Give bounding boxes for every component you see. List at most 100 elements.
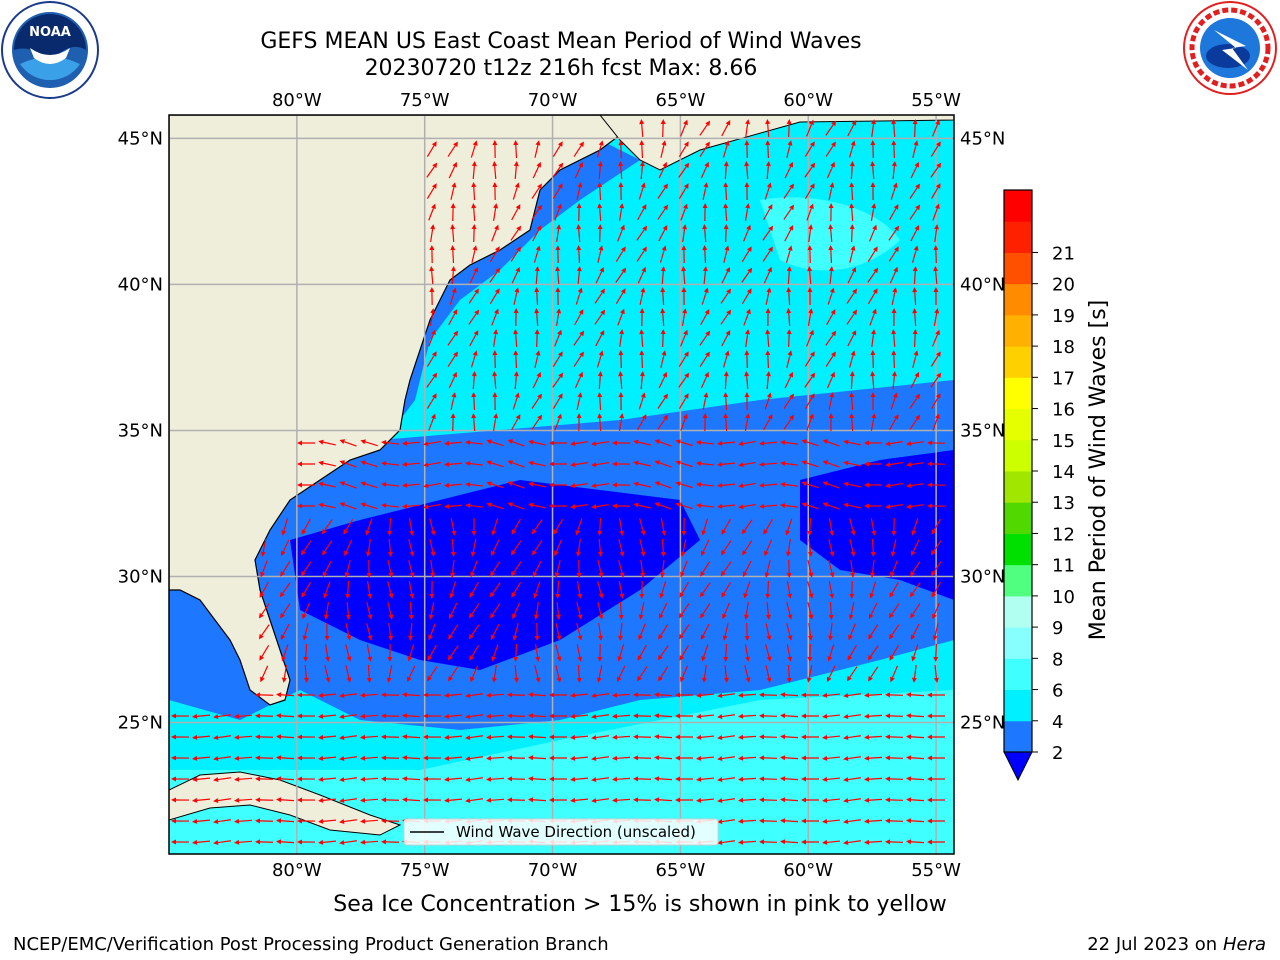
wind-arrow-head [810, 372, 816, 379]
wind-arrow-head [255, 797, 261, 803]
wind-arrow-head [746, 288, 752, 294]
wind-arrow-shaft [468, 313, 477, 325]
wind-arrow-head [555, 266, 561, 272]
wind-arrow-head [402, 797, 408, 803]
wind-arrow-head [638, 614, 644, 620]
wind-arrow-shaft [449, 292, 455, 305]
wind-arrow-shaft [535, 270, 538, 285]
wind-arrow-shaft [826, 166, 834, 179]
wind-arrow-shaft [262, 560, 268, 573]
wind-arrow-head [717, 777, 723, 783]
wind-arrow-shaft [910, 841, 925, 844]
wind-arrow-shaft [869, 229, 876, 242]
wind-arrow-head [912, 287, 918, 293]
wind-arrow-head [641, 266, 646, 273]
wind-arrow-head [381, 440, 387, 446]
wind-arrow-head [927, 797, 933, 803]
wind-arrow-head [339, 693, 345, 699]
wind-arrow-head [745, 677, 751, 683]
wind-arrow-shaft [510, 250, 519, 262]
wind-arrow-shaft [574, 714, 589, 717]
wind-arrow-shaft [723, 602, 731, 615]
wind-arrow-head [788, 225, 794, 231]
wind-arrow-head [452, 161, 457, 168]
wind-arrow-shaft [851, 228, 853, 243]
legend-label: Wind Wave Direction (unscaled) [456, 823, 696, 841]
wind-arrow-shaft [700, 462, 715, 466]
wind-arrow-shaft [556, 601, 560, 616]
wind-arrow-head [297, 818, 303, 824]
wind-arrow-shaft [493, 333, 497, 347]
wind-arrow-head [829, 593, 835, 599]
wind-arrow-head [339, 481, 346, 487]
wind-arrow-head [885, 441, 891, 447]
wind-arrow-head [681, 245, 687, 251]
wind-arrow-shaft [867, 292, 876, 305]
wind-arrow-shaft [889, 504, 903, 508]
wind-arrow-head [549, 482, 555, 488]
wind-arrow-shaft [512, 504, 525, 510]
wind-arrow-shaft [554, 334, 561, 347]
wind-arrow-shaft [911, 249, 917, 263]
wind-arrow-shaft [851, 417, 854, 432]
wind-arrow-shaft [343, 714, 357, 718]
wind-arrow-shaft [891, 291, 896, 305]
wind-arrow-head [827, 656, 833, 662]
wind-arrow-head [912, 308, 918, 314]
wind-arrow-shaft [469, 504, 484, 508]
wind-arrow-head [255, 839, 261, 845]
wind-arrow-shaft [469, 483, 484, 487]
wind-arrow-head [765, 161, 771, 167]
wind-arrow-head [431, 413, 436, 420]
wind-arrow-shaft [450, 666, 459, 678]
wind-arrow-shaft [661, 538, 664, 553]
wind-arrow-head [402, 503, 408, 509]
colorbar-tick-label: 11 [1052, 556, 1075, 577]
wind-arrow-shaft [599, 417, 602, 432]
wind-arrow-head [933, 245, 939, 251]
wind-arrow-shaft [471, 644, 480, 657]
wind-arrow-head [654, 481, 661, 487]
wind-arrow-head [558, 372, 564, 379]
wind-arrow-head [387, 551, 393, 557]
wind-arrow-head [702, 224, 708, 230]
wind-arrow-head [787, 593, 793, 599]
wind-arrow-shaft [725, 207, 728, 222]
wind-arrow-shaft [426, 355, 435, 368]
wind-arrow-shaft [889, 208, 897, 221]
wind-arrow-head [451, 182, 457, 188]
wind-arrow-shaft [451, 270, 454, 285]
wind-arrow-shaft [930, 187, 939, 200]
wind-arrow-head [743, 614, 749, 620]
wind-arrow-shaft [427, 440, 441, 445]
wind-arrow-shaft [491, 462, 504, 468]
wind-arrow-shaft [282, 561, 291, 573]
wind-arrow-head [576, 245, 582, 251]
wind-arrow-head [675, 713, 681, 719]
wind-arrow-head [935, 183, 941, 189]
wind-arrow-head [297, 692, 303, 698]
wind-arrow-shaft [892, 165, 896, 180]
wind-arrow-head [724, 350, 730, 356]
wind-arrow-head [322, 571, 328, 577]
wind-arrow-head [429, 287, 435, 293]
wind-arrow-shaft [765, 644, 770, 658]
wind-arrow-head [549, 692, 555, 698]
wind-arrow-shaft [366, 602, 371, 616]
wind-arrow-shaft [471, 249, 476, 263]
wind-arrow-shaft [406, 715, 421, 718]
wind-arrow-head [620, 246, 626, 252]
wind-arrow-shaft [723, 249, 728, 263]
wind-arrow-shaft [469, 714, 483, 718]
wind-arrow-head [745, 203, 751, 209]
wind-arrow-head [318, 713, 324, 719]
wind-arrow-shaft [554, 208, 560, 221]
wind-arrow-head [705, 330, 711, 337]
wind-arrow-head [612, 755, 618, 761]
wind-arrow-shaft [534, 644, 539, 658]
wind-arrow-shaft [702, 603, 711, 615]
wind-arrow-shaft [767, 354, 770, 369]
wind-arrows [171, 119, 946, 846]
wind-arrow-head [549, 755, 555, 761]
wind-arrow-head [721, 529, 727, 535]
